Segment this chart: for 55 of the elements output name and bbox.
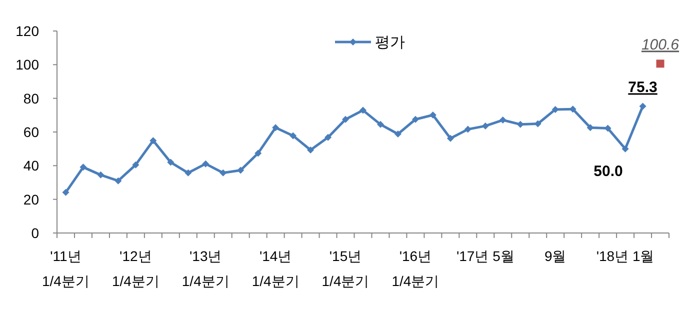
point (464, 126, 472, 133)
x-tick-label: '13년 1/4분기 (182, 248, 230, 289)
point (220, 169, 227, 176)
point (586, 124, 594, 132)
point (394, 130, 402, 138)
y-tick-label: 120 (16, 23, 40, 39)
x-tick-label: '17년 5월 (456, 248, 514, 264)
x-tick-label: 9월 (544, 248, 566, 264)
x-tick-label: '11년 1/4분기 (42, 248, 90, 289)
point (604, 124, 612, 132)
data-label: 50.0 (594, 162, 623, 180)
point (499, 116, 506, 124)
legend-label: 평가 (375, 34, 405, 51)
point (446, 134, 454, 142)
point (534, 120, 542, 128)
point (184, 169, 192, 176)
point (552, 106, 559, 113)
x-tick-label: '15년 1/4분기 (322, 248, 370, 289)
x-tick-label: '18년 1월 (596, 248, 654, 264)
data-label: 100.6 (641, 36, 680, 54)
point (429, 112, 436, 118)
y-tick-label: 80 (23, 90, 40, 106)
point (272, 124, 280, 132)
point (360, 106, 366, 114)
point (307, 146, 314, 154)
point (167, 158, 174, 166)
point (412, 116, 419, 123)
y-tick-label: 20 (23, 191, 40, 208)
x-tick-label: '14년 1/4분기 (252, 248, 300, 289)
point (254, 150, 262, 157)
point (132, 161, 140, 168)
y-tick-label: 0 (31, 225, 40, 241)
y-tick-label: 100 (16, 56, 40, 73)
data-label: 75.3 (628, 79, 658, 96)
point (342, 116, 350, 123)
point (324, 134, 332, 141)
point (290, 132, 297, 140)
point (80, 164, 87, 171)
point (376, 120, 384, 128)
point (482, 122, 489, 130)
y-tick-label: 60 (23, 124, 40, 140)
point (622, 145, 629, 152)
point (639, 102, 646, 110)
point (656, 60, 664, 68)
point (62, 188, 70, 196)
point (202, 160, 210, 168)
point (114, 177, 122, 184)
point (150, 137, 157, 144)
point (237, 166, 244, 174)
x-tick-label: '12년 1/4분기 (112, 248, 160, 289)
legend: 평가 (335, 34, 405, 51)
x-tick-label: '16년 1/4분기 (392, 248, 440, 289)
point (97, 171, 104, 178)
y-tick-label: 40 (23, 158, 40, 174)
point (516, 120, 524, 128)
